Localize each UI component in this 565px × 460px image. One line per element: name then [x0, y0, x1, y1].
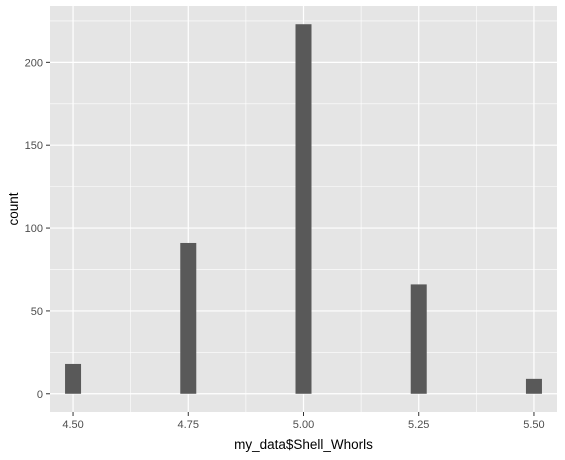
bar [65, 363, 82, 394]
x-axis-title: my_data$Shell_Whorls [234, 437, 373, 452]
y-axis-title: count [6, 192, 21, 225]
bar [525, 378, 542, 394]
x-tick-label: 5.00 [293, 419, 314, 431]
bar [295, 24, 312, 394]
x-tick-label: 4.50 [62, 419, 83, 431]
x-tick-label: 5.25 [408, 419, 429, 431]
y-tick-label: 100 [25, 223, 43, 235]
x-tick-label: 5.50 [523, 419, 544, 431]
x-tick-label: 4.75 [178, 419, 199, 431]
y-axis: 0 50 100 150 200 [25, 57, 50, 401]
y-tick-label: 50 [31, 306, 43, 318]
bar [180, 242, 197, 394]
y-tick-label: 0 [37, 389, 43, 401]
y-tick-label: 150 [25, 140, 43, 152]
y-tick-label: 200 [25, 57, 43, 69]
bars [65, 24, 542, 394]
x-axis: 4.50 4.75 5.00 5.25 5.50 [62, 412, 545, 431]
bar [410, 284, 427, 394]
